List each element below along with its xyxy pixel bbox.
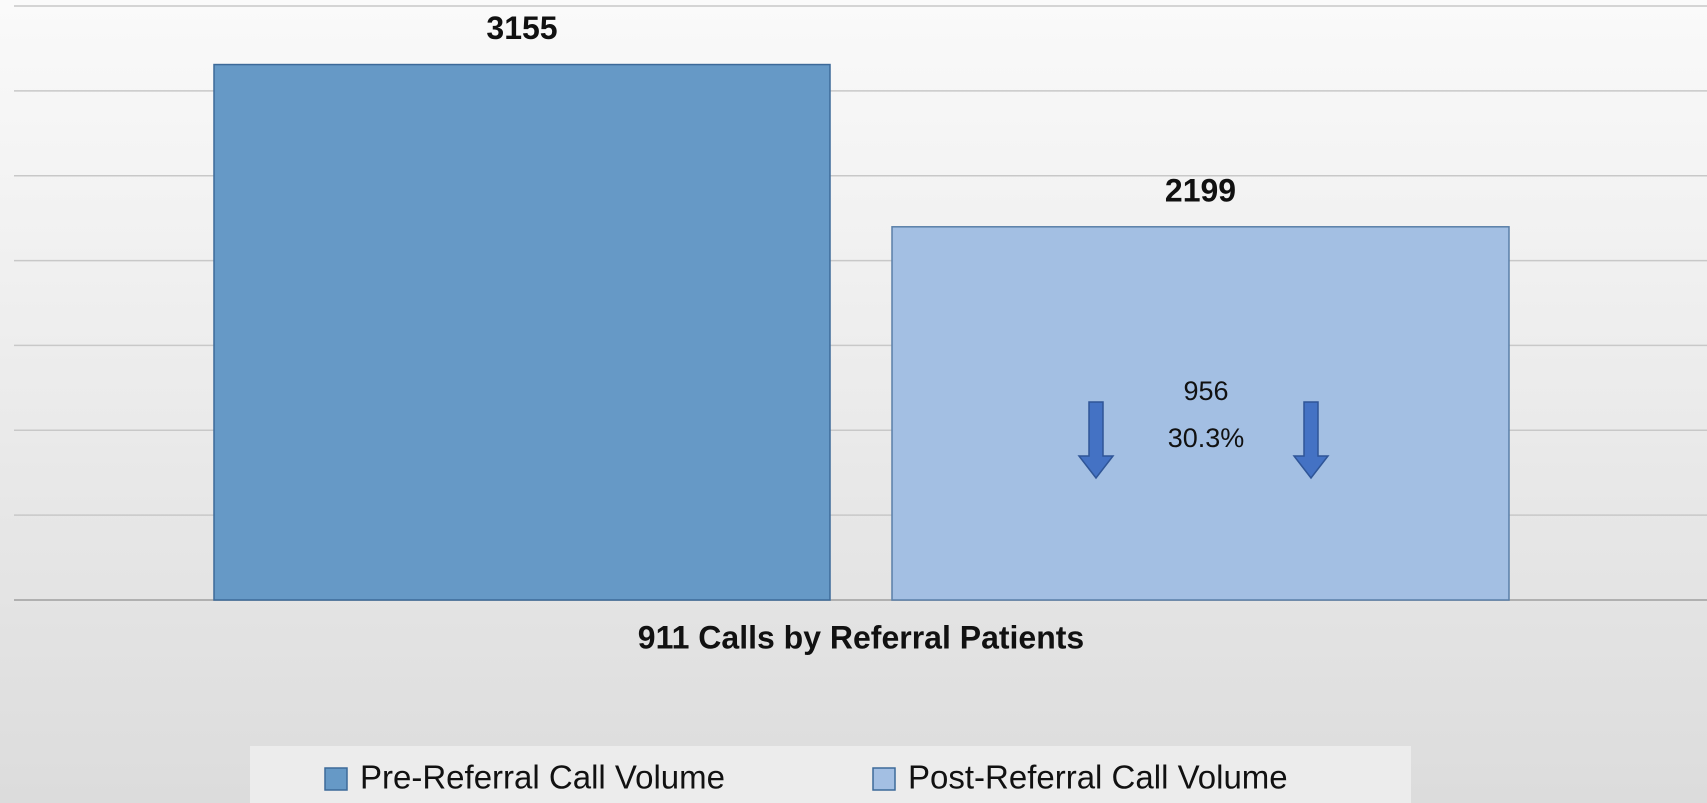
data-label: 3155: [486, 10, 557, 46]
x-tick-label: 911 Calls by Referral Patients: [638, 619, 1084, 655]
legend: Pre-Referral Call Volume Post-Referral Ca…: [324, 759, 1288, 796]
legend-box: [250, 746, 1411, 803]
annotation: 30.3%: [1168, 423, 1245, 453]
down-arrow: [1292, 401, 1330, 480]
bar: [213, 63, 831, 601]
bar: [891, 226, 1510, 601]
data-label: 2199: [1165, 172, 1236, 208]
legend-label: Pre-Referral Call Volume: [360, 759, 725, 796]
legend-swatch: [324, 767, 348, 791]
legend-label: Post-Referral Call Volume: [908, 759, 1288, 796]
bars: 3155 2199: [213, 10, 1510, 601]
down-arrow: [1077, 401, 1115, 480]
arrows: [1077, 401, 1330, 480]
legend-swatch: [872, 767, 896, 791]
annotation: 956: [1183, 376, 1228, 406]
